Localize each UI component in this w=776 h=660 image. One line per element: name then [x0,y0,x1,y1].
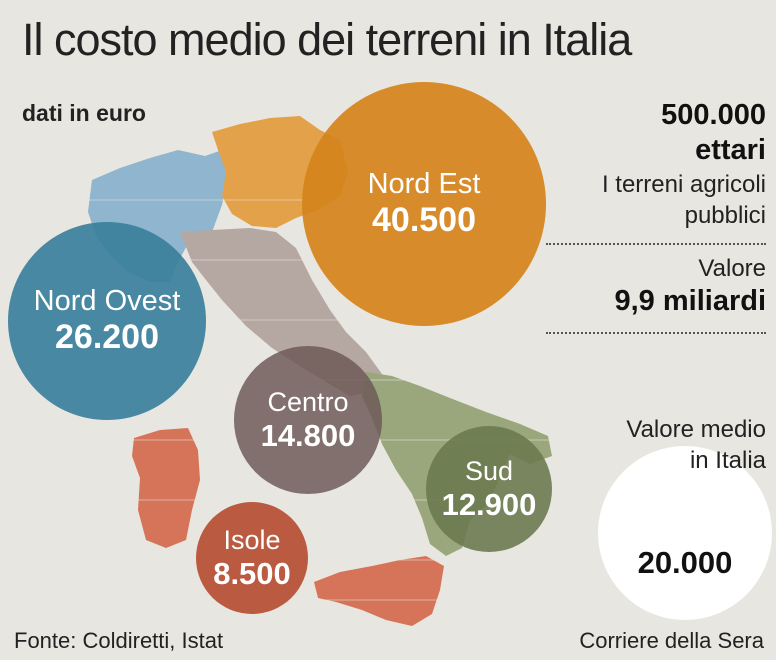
region-value: 8.500 [213,555,291,591]
subtitle: dati in euro [22,100,146,126]
region-name: Isole [223,524,281,555]
source-note: Fonte: Coldiretti, Istat [14,628,224,653]
map-region-sardegna [132,428,200,548]
hectares-desc-line1: I terreni agricoli [601,170,766,198]
bubble-isole: Isole 8.500 [196,502,308,614]
value-label: Valore [698,255,766,283]
average-label-line2: in Italia [689,447,766,475]
divider [546,243,766,246]
hectares-desc-line2: pubblici [684,201,766,229]
publisher-credit: Corriere della Sera [579,628,764,653]
average-label: Valore medio in Italia [536,414,766,476]
bubble-nord-est: Nord Est 40.500 [302,82,546,326]
region-value: 26.200 [55,318,159,357]
region-value: 12.900 [441,486,537,522]
average-value: 20.000 [637,545,733,580]
bubble-centro: Centro 14.800 [234,346,382,494]
value-amount: 9,9 miliardi [614,285,766,318]
average-label-line1: Valore medio [626,416,766,443]
region-name: Centro [267,386,349,417]
region-name: Nord Ovest [33,284,181,317]
region-value: 40.500 [372,201,476,240]
divider [546,331,766,334]
average-circle: 20.000 [598,446,772,620]
stats-panel: 500.000 ettari I terreni agricoli pubbli… [546,98,766,342]
bubble-nord-ovest: Nord Ovest 26.200 [8,222,206,420]
region-name: Sud [464,455,514,486]
bubble-sud: Sud 12.900 [426,426,552,552]
hectares-unit: ettari [695,134,766,167]
region-name: Nord Est [367,167,481,200]
hectares-value: 500.000 [661,99,766,131]
map-region-sicilia [314,556,444,626]
page-title: Il costo medio dei terreni in Italia [22,14,632,65]
region-value: 14.800 [260,417,356,453]
